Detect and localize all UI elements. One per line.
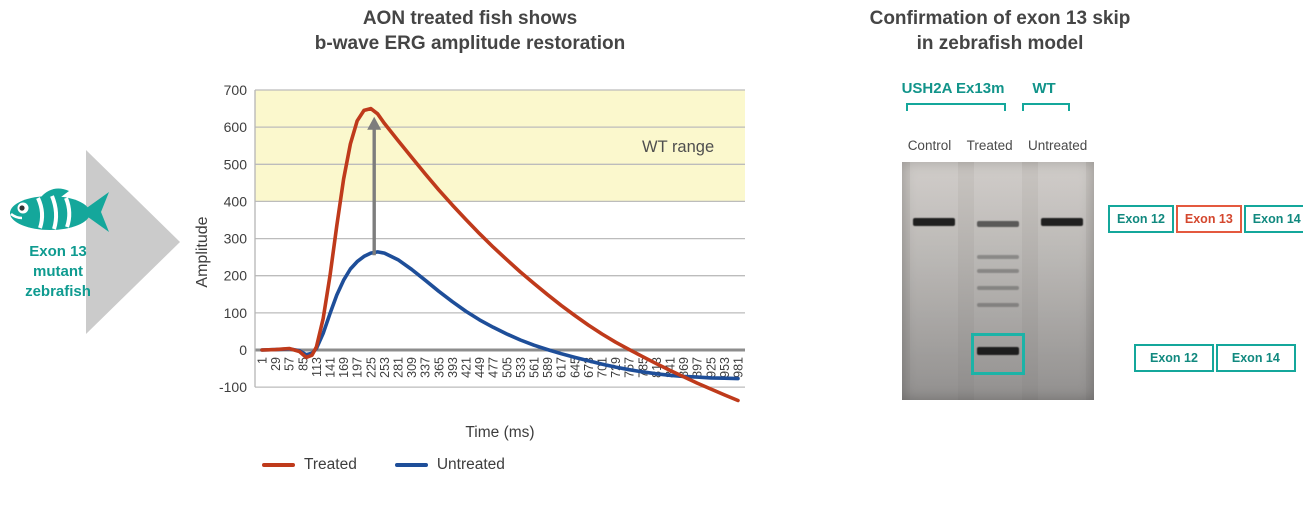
group-label-ush2a-ex13m: USH2A Ex13m [901, 80, 1005, 97]
x-tick-label: 309 [405, 357, 419, 378]
x-tick-label: 337 [419, 357, 433, 378]
legend-swatch [394, 463, 428, 467]
x-tick-label: 113 [310, 357, 324, 377]
exon-diagram-full-transcript: Exon 12 Exon 13 Exon 14 [1108, 205, 1303, 233]
untreated-curve [260, 250, 740, 381]
chart-legend: Treated Untreated [262, 456, 505, 474]
treated-curve [260, 106, 740, 403]
gel-lane-labels: Control Treated Untreated [900, 138, 1095, 153]
gel-band [1041, 217, 1083, 226]
legend-swatch [262, 463, 295, 467]
gel-band [977, 347, 1019, 356]
gel-lane-treated [971, 162, 1025, 400]
y-tick-label: 400 [224, 193, 248, 209]
chart-title: AON treated fish shows b-wave ERG amplit… [230, 6, 710, 56]
x-tick-label: 897 [691, 357, 705, 378]
y-tick-label: 300 [224, 231, 248, 247]
x-tick-label: 365 [432, 357, 446, 378]
x-tick-label: 477 [487, 357, 501, 378]
x-tick-label: 869 [677, 357, 691, 378]
exon-13-box: Exon 13 [1175, 205, 1242, 233]
y-tick-label: 700 [224, 82, 248, 98]
skip-band-highlight-box [971, 333, 1025, 376]
chart-title-line1: AON treated fish shows [362, 8, 578, 29]
gel-title-line2: in zebrafish model [916, 33, 1084, 54]
gel-lane-control [910, 162, 958, 400]
x-tick-label: 141 [324, 357, 338, 378]
x-tick-label: 589 [541, 357, 555, 378]
y-tick-label: 200 [224, 268, 248, 284]
x-tick-label: 225 [364, 357, 378, 378]
x-tick-label: 421 [460, 357, 474, 378]
x-tick-label: 281 [392, 357, 406, 378]
gel-title: Confirmation of exon 13 skip in zebrafis… [840, 6, 1160, 56]
y-tick-label: 0 [239, 342, 247, 358]
zebrafish-icon [10, 188, 109, 232]
legend-label: Treated [304, 456, 357, 473]
gel-band [913, 217, 955, 226]
y-tick-label: -100 [219, 379, 247, 395]
y-axis-title: Amplitude [194, 216, 211, 287]
y-tick-label: 100 [224, 305, 248, 321]
mutant-caption: Exon 13 mutant zebrafish [6, 242, 110, 302]
x-tick-label: 169 [337, 357, 351, 378]
restoration-arrow-head [367, 116, 382, 130]
x-tick-label: 981 [732, 357, 746, 378]
lane-label-untreated: Untreated [1028, 138, 1088, 153]
exon-diagram-skipped-transcript: Exon 12 Exon 14 [1134, 344, 1296, 372]
x-tick-label: 253 [378, 357, 392, 378]
legend-label: Untreated [436, 456, 505, 473]
x-tick-label: 617 [555, 357, 569, 378]
gel-band [977, 286, 1019, 291]
y-tick-label: 500 [224, 156, 248, 172]
y-tick-label: 600 [224, 119, 248, 135]
x-tick-label: 197 [351, 357, 365, 378]
x-tick-label: 533 [514, 357, 528, 378]
caption-line: zebrafish [25, 283, 91, 300]
x-tick-label: 645 [568, 357, 582, 378]
x-tick-label: 85 [296, 357, 310, 371]
x-axis-title: Time (ms) [465, 424, 535, 441]
gel-image [902, 162, 1094, 400]
x-tick-label: 393 [446, 357, 460, 378]
wt-range-band [255, 90, 745, 202]
erg-line-chart: 700 600 500 400 300 200 100 0 -100 WT range Amplit… [194, 82, 746, 403]
legend-item-untreated: Untreated [394, 456, 505, 474]
wt-range-label: WT range [642, 138, 714, 156]
legend-item-treated: Treated [262, 456, 357, 474]
x-tick-label: 449 [473, 357, 487, 378]
x-tick-label: 57 [283, 357, 297, 371]
group-label-wt: WT [1032, 80, 1056, 97]
x-tick-label: 925 [704, 357, 718, 378]
gel-title-line1: Confirmation of exon 13 skip [869, 8, 1131, 29]
lane-label-control: Control [907, 138, 952, 153]
exon-12-box: Exon 12 [1108, 205, 1174, 233]
gel-lane-untreated [1038, 162, 1086, 400]
x-tick-label: 505 [500, 357, 514, 378]
caption-line: mutant [33, 263, 83, 280]
exon-12-box: Exon 12 [1134, 344, 1214, 372]
x-tick-label: 561 [528, 357, 542, 378]
gel-band [977, 255, 1019, 260]
exon-14-box: Exon 14 [1215, 344, 1296, 372]
gel-band [977, 221, 1019, 228]
x-tick-label: 701 [596, 357, 610, 378]
gel-band [977, 269, 1019, 274]
chart-title-line2: b-wave ERG amplitude restoration [314, 33, 626, 54]
ush2a-group-bracket [906, 103, 1006, 111]
lane-label-treated: Treated [966, 138, 1013, 153]
gel-band [977, 302, 1019, 307]
exon-14-box: Exon 14 [1243, 205, 1303, 233]
x-tick-label: 757 [623, 357, 637, 378]
x-tick-label: 953 [718, 357, 732, 378]
caption-line: Exon 13 [29, 243, 87, 260]
wt-group-bracket [1022, 103, 1070, 111]
x-tick-label: 1 [256, 357, 270, 364]
x-tick-label: 29 [269, 357, 283, 371]
